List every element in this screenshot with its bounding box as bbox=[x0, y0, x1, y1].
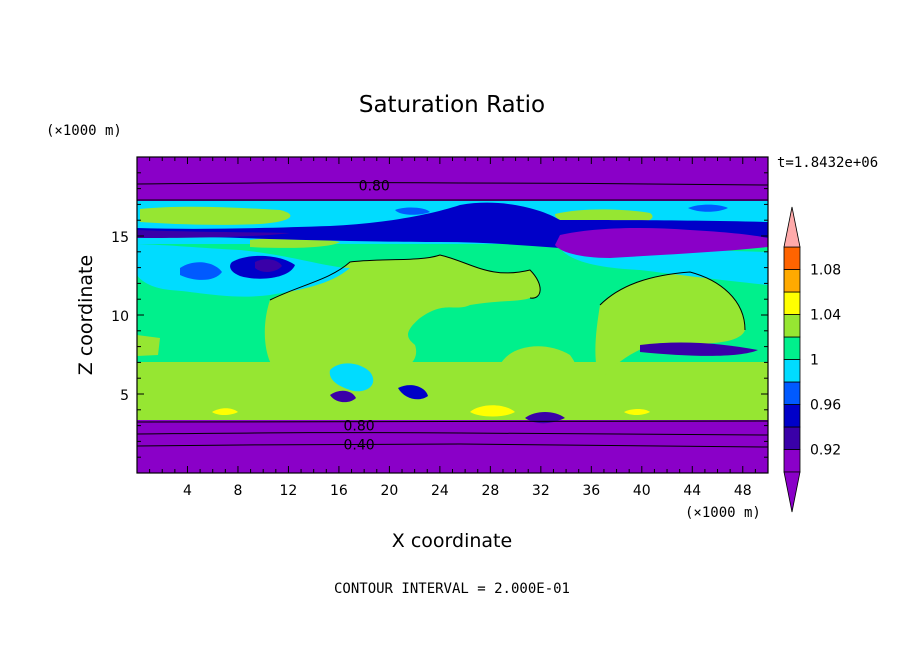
x-axis-label: X coordinate bbox=[392, 530, 512, 552]
colorbar-segment bbox=[783, 359, 801, 383]
field-blue-feature-lower-1 bbox=[398, 385, 428, 400]
contour-line-top bbox=[137, 182, 768, 186]
colorbar-label: 1 bbox=[810, 353, 819, 369]
colorbar-segment bbox=[783, 291, 801, 315]
field-cyan-feature-lower bbox=[329, 363, 374, 392]
field-purple-feature-lower-2 bbox=[640, 342, 758, 356]
x-tick-label: 4 bbox=[183, 483, 192, 499]
colorbar-label: 1.04 bbox=[810, 308, 841, 324]
contour-line-lower-3 bbox=[137, 443, 768, 448]
x-tick-label: 48 bbox=[734, 483, 752, 499]
contour-line-mid-left bbox=[269, 254, 541, 301]
field-bottom-purple-band bbox=[137, 420, 768, 473]
x-unit-label: (×1000 m) bbox=[685, 505, 761, 521]
contour-lines bbox=[137, 182, 768, 448]
y-tick-label: 15 bbox=[111, 230, 129, 246]
x-tick-label: 12 bbox=[280, 483, 298, 499]
y-axis-label: Z coordinate bbox=[75, 255, 97, 375]
field-lower-green-band bbox=[137, 362, 768, 422]
colorbar-segment bbox=[783, 314, 801, 338]
contour-label: 0.80 bbox=[344, 419, 375, 435]
contour-line-mid-right bbox=[599, 271, 746, 331]
colorbar-segment bbox=[783, 381, 801, 405]
x-tick-label: 40 bbox=[633, 483, 651, 499]
x-tick-label: 36 bbox=[582, 483, 600, 499]
colorbar-top-arrow bbox=[783, 206, 801, 248]
field-blue-spot-upper-right bbox=[688, 204, 728, 212]
y-unit-label: (×1000 m) bbox=[46, 123, 122, 139]
colorbar-segment bbox=[783, 336, 801, 360]
field-green-streak-upper-left bbox=[140, 206, 291, 225]
x-tick-label: 28 bbox=[481, 483, 499, 499]
x-tick-label: 44 bbox=[683, 483, 701, 499]
field-yellow-spot-3 bbox=[624, 409, 650, 415]
field-green-region-left bbox=[264, 255, 541, 380]
contour-label: 0.80 bbox=[359, 178, 390, 194]
colorbar-segment bbox=[783, 426, 801, 450]
x-tick-label: 20 bbox=[380, 483, 398, 499]
field-purple-band-left bbox=[137, 230, 290, 238]
contour-label: 0.40 bbox=[344, 438, 375, 454]
saturation-field bbox=[137, 157, 768, 473]
colorbar-segment bbox=[783, 449, 801, 473]
chart-title: Saturation Ratio bbox=[359, 92, 545, 118]
contour-line-lower-2 bbox=[137, 432, 768, 436]
colorbar-segment bbox=[783, 246, 801, 270]
y-tick-label: 5 bbox=[120, 388, 129, 404]
x-tick-label: 24 bbox=[431, 483, 449, 499]
colorbar-segment bbox=[783, 404, 801, 428]
field-green-region-middle bbox=[500, 346, 579, 402]
colorbar: 0.92 0.96 1 1.04 1.08 bbox=[783, 206, 841, 513]
time-label: t=1.8432e+06 bbox=[777, 155, 878, 171]
field-green-blob-bottom-left bbox=[150, 370, 201, 407]
field-green-region-right bbox=[595, 272, 745, 380]
y-tick-label: 10 bbox=[111, 309, 129, 325]
x-tick-label: 8 bbox=[233, 483, 242, 499]
contour-labels: 0.80 0.80 0.40 bbox=[344, 178, 390, 454]
field-top-purple-band bbox=[137, 157, 768, 201]
contour-interval-footer: CONTOUR INTERVAL = 2.000E-01 bbox=[334, 581, 570, 597]
field-yellow-spot-2 bbox=[212, 408, 238, 415]
field-dark-spot-bottom bbox=[525, 412, 565, 424]
field-yellow-spot-1 bbox=[470, 405, 515, 417]
field-purple-feature-lower-1 bbox=[330, 390, 356, 403]
colorbar-label: 1.08 bbox=[810, 263, 841, 279]
x-tick-label: 16 bbox=[330, 483, 348, 499]
x-tick-label: 32 bbox=[532, 483, 550, 499]
field-purple-blob-upper-left bbox=[255, 259, 282, 272]
field-blue-blob-upper-left bbox=[180, 262, 222, 280]
field-blue-spot-upper bbox=[395, 207, 430, 215]
colorbar-segment bbox=[783, 269, 801, 293]
colorbar-label: 0.92 bbox=[810, 443, 841, 459]
field-green-blob-far-left bbox=[137, 335, 160, 356]
y-axis-ticks: 5 10 15 bbox=[111, 156, 768, 474]
x-axis-ticks: 4 8 12 16 20 24 28 32 36 40 44 48 bbox=[136, 157, 769, 499]
field-purple-region-upper-right bbox=[555, 227, 768, 258]
colorbar-bottom-arrow bbox=[783, 471, 801, 513]
contour-line-lower-1 bbox=[137, 420, 768, 423]
field-green-streak-mid bbox=[250, 237, 340, 248]
colorbar-label: 0.96 bbox=[810, 398, 841, 414]
